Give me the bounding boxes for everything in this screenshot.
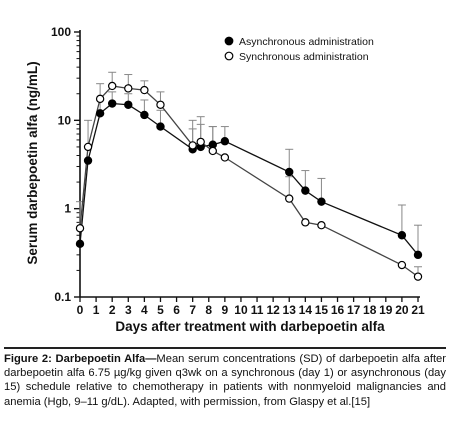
x-tick-label: 1 [93,303,100,317]
point-synchronous [196,137,205,147]
point-synchronous [301,218,310,227]
point-synchronous [124,84,133,93]
x-tick-label: 10 [234,303,248,317]
x-tick-label: 7 [189,303,196,317]
x-tick-label: 16 [331,303,345,317]
caption-body: Mean serum concentrations (SD) of darbep… [4,353,446,408]
point-synchronous [397,260,407,270]
series-line-synchronous [79,85,419,278]
x-tick-label: 3 [125,303,132,317]
caption-lead: Figure 2: Darbepoetin Alfa— [4,353,157,365]
point-synchronous [188,141,197,150]
legend: Asynchronous administration Synchronous a… [224,36,374,63]
legend-marker [224,36,234,46]
point-asynchronous [413,250,423,260]
point-synchronous [285,194,294,203]
point-asynchronous [95,109,105,118]
point-asynchronous [301,186,310,195]
x-tick-label: 11 [251,303,264,317]
point-asynchronous [397,231,407,240]
point-asynchronous [285,167,294,177]
point-asynchronous [83,156,93,165]
y-tick-label: 10 [58,113,72,127]
x-tick-label: 2 [109,303,116,317]
legend-marker [224,51,234,61]
point-synchronous [107,81,117,91]
x-tick-label: 8 [205,303,212,317]
y-tick-label: 0.1 [54,290,71,304]
y-tick-label: 1 [64,202,71,216]
point-asynchronous [156,122,165,131]
point-synchronous [413,272,423,281]
series-lines [79,85,419,278]
x-tick-label: 5 [157,303,164,317]
x-axis-title: Days after treatment with darbepoetin al… [115,319,385,334]
point-asynchronous [124,100,133,109]
x-tick-label: 13 [283,303,297,317]
x-tick-label: 9 [222,303,229,317]
point-synchronous [208,146,217,156]
y-tick-label: 100 [51,25,71,39]
x-tick-label: 0 [77,303,84,317]
x-tick-label: 14 [299,303,313,317]
point-asynchronous [107,99,117,108]
x-tick-label: 12 [266,303,280,317]
x-tick-label: 15 [315,303,329,317]
legend-label: Synchronous administration [239,51,369,63]
point-synchronous [83,142,93,152]
point-asynchronous [220,137,230,146]
point-synchronous [156,100,165,109]
x-tick-label: 20 [395,303,409,317]
series-line-asynchronous [79,102,419,256]
x-tick-label: 21 [411,303,425,317]
point-synchronous [95,94,105,104]
point-asynchronous [140,110,149,120]
point-synchronous [317,220,326,230]
x-tick-label: 18 [363,303,377,317]
point-asynchronous [75,239,85,249]
x-tick-label: 6 [173,303,180,317]
figure-caption: Figure 2: Darbepoetin Alfa—Mean serum co… [4,347,446,409]
x-tick-label: 4 [141,303,148,317]
point-asynchronous [317,197,326,206]
point-synchronous [75,224,85,233]
point-synchronous [220,153,230,162]
y-axis-title: Serum darbepoetin alfa (ng/mL) [25,61,40,264]
data-points [75,81,423,281]
legend-label: Asynchronous administration [239,36,374,48]
point-synchronous [140,85,149,95]
x-tick-label: 19 [379,303,393,317]
x-tick-label: 17 [347,303,361,317]
